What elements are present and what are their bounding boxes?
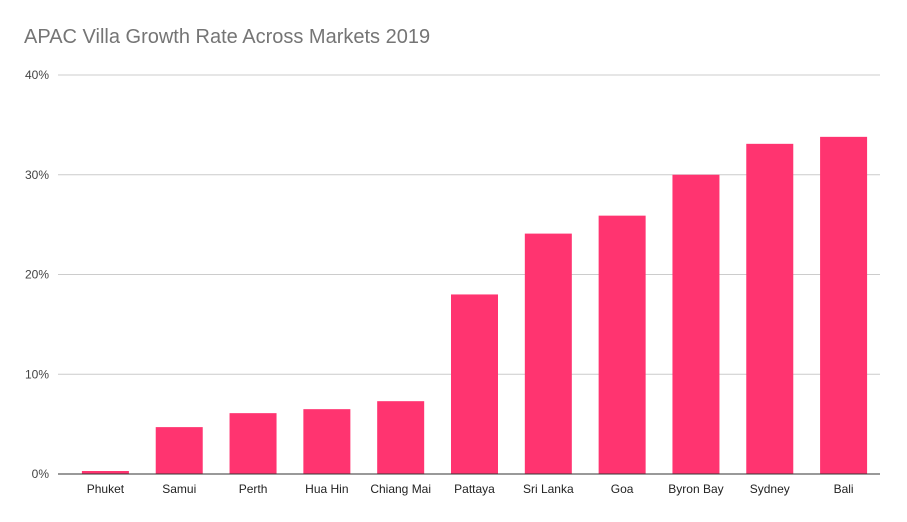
y-tick-label: 0%	[32, 467, 50, 481]
bars	[81, 136, 868, 474]
x-tick-label: Byron Bay	[668, 482, 723, 496]
x-tick-label: Phuket	[87, 482, 125, 496]
y-tick-label: 30%	[25, 168, 49, 182]
y-tick-label: 40%	[25, 68, 49, 82]
bar	[451, 294, 498, 474]
bar	[820, 136, 868, 474]
y-tick-label: 20%	[25, 268, 49, 282]
bar	[524, 233, 572, 474]
bar	[672, 174, 720, 474]
bar	[377, 401, 425, 474]
chart-title: APAC Villa Growth Rate Across Markets 20…	[24, 26, 431, 48]
bar	[155, 427, 203, 474]
y-tick-label: 10%	[25, 367, 49, 381]
x-axis-labels: Phuket Samui Perth Hua Hin Chiang Mai Pattaya…	[87, 482, 854, 496]
x-tick-label: Chiang Mai	[370, 482, 431, 496]
x-tick-label: Perth	[239, 482, 268, 496]
bar	[598, 215, 646, 474]
bar	[303, 409, 351, 474]
x-tick-label: Samui	[162, 482, 196, 496]
x-tick-label: Sri Lanka	[523, 482, 574, 496]
x-tick-label: Sydney	[750, 482, 790, 496]
bar	[746, 143, 794, 474]
bar	[81, 471, 129, 474]
y-axis-ticks: 0% 10% 20% 30% 40%	[25, 68, 49, 481]
x-tick-label: Hua Hin	[305, 482, 348, 496]
x-tick-label: Goa	[611, 482, 634, 496]
x-tick-label: Pattaya	[454, 482, 495, 496]
x-tick-label: Bali	[834, 482, 854, 496]
bar	[229, 413, 277, 474]
